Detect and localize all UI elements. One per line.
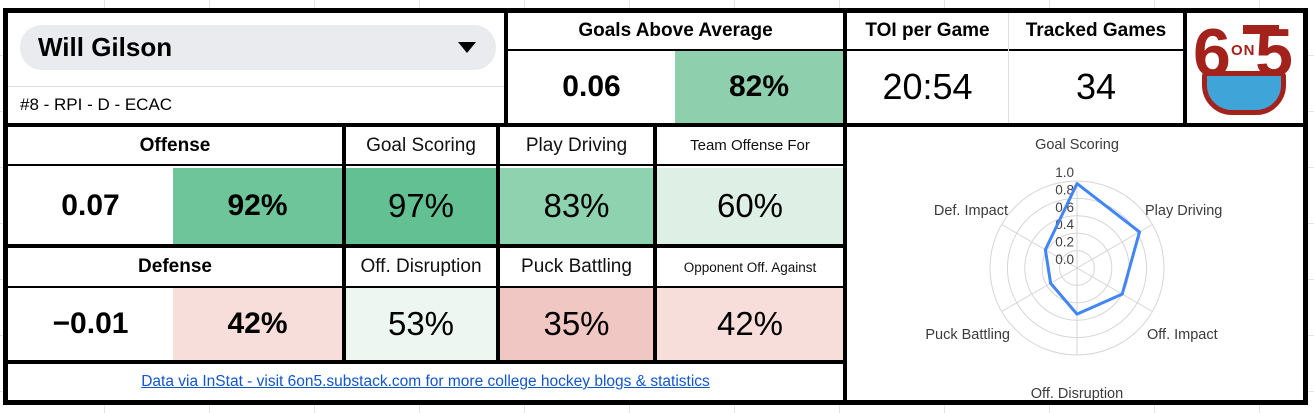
svg-text:Off. Impact: Off. Impact [1147, 327, 1218, 343]
goals-above-average-percentile: 82% [675, 51, 843, 123]
puck-battling-header: Puck Battling [521, 256, 632, 277]
defense-percentile: 42% [173, 288, 342, 360]
divider [8, 86, 504, 87]
tracked-games-value: 34 [1075, 66, 1117, 107]
divider [8, 286, 843, 288]
divider [504, 13, 508, 123]
svg-text:0.0: 0.0 [1055, 252, 1074, 267]
player-select-dropdown[interactable]: Will Gilson [20, 25, 496, 70]
svg-text:0.8: 0.8 [1055, 182, 1074, 197]
divider [8, 164, 843, 166]
play-driving-value: 83% [500, 168, 653, 244]
divider [653, 127, 657, 360]
team-offense-for-value: 60% [657, 168, 843, 244]
defense-value: −0.01 [52, 307, 129, 340]
tracked-games-header: Tracked Games [1025, 20, 1167, 41]
offense-percentile: 92% [173, 168, 342, 244]
opponent-off-against-header: Opponent Off. Against [683, 259, 817, 275]
goals-above-average-header: Goals Above Average [578, 20, 773, 41]
opponent-off-against-value: 42% [657, 288, 843, 360]
player-details: #8 - RPI - D - ECAC [20, 95, 173, 114]
chevron-down-icon [458, 42, 476, 53]
offense-value: 0.07 [61, 189, 120, 222]
team-offense-for-header: Team Offense For [690, 137, 810, 154]
svg-text:Play Driving: Play Driving [1145, 203, 1222, 219]
6on5-logo: 6 ON 5 [1185, 13, 1303, 123]
play-driving-header: Play Driving [525, 134, 628, 156]
divider [1183, 13, 1187, 123]
off-disruption-value: 53% [346, 288, 496, 360]
svg-text:Off. Disruption: Off. Disruption [1031, 386, 1123, 400]
svg-text:Puck Battling: Puck Battling [925, 327, 1010, 343]
goals-above-average-value: 0.06 [562, 70, 621, 103]
toi-per-game-header: TOI per Game [865, 20, 990, 41]
divider [8, 360, 847, 364]
logo-shield [1202, 71, 1286, 115]
goal-scoring-value: 97% [346, 168, 496, 244]
player-name: Will Gilson [38, 32, 173, 62]
divider [1008, 13, 1009, 123]
divider [8, 244, 847, 248]
svg-text:1.0: 1.0 [1055, 165, 1074, 180]
divider [843, 13, 847, 400]
player-stat-card: Will Gilson #8 - RPI - D - ECAC Goals Ab… [3, 8, 1308, 405]
svg-text:0.2: 0.2 [1055, 235, 1074, 250]
svg-text:Def. Impact: Def. Impact [934, 203, 1008, 219]
off-disruption-header: Off. Disruption [360, 256, 482, 277]
divider [508, 49, 1183, 51]
divider [8, 123, 1303, 127]
puck-battling-value: 35% [500, 288, 653, 360]
divider [496, 127, 500, 360]
divider [342, 127, 346, 360]
offense-header: Offense [139, 134, 211, 156]
substack-link[interactable]: Data via InStat - visit 6on5.substack.co… [141, 373, 710, 390]
defense-header: Defense [138, 256, 212, 277]
logo-bar [1243, 25, 1279, 34]
svg-text:Goal Scoring: Goal Scoring [1035, 137, 1119, 153]
goal-scoring-header: Goal Scoring [366, 134, 476, 156]
logo-on-text: ON [1231, 42, 1256, 59]
toi-per-game-value: 20:54 [882, 66, 973, 107]
